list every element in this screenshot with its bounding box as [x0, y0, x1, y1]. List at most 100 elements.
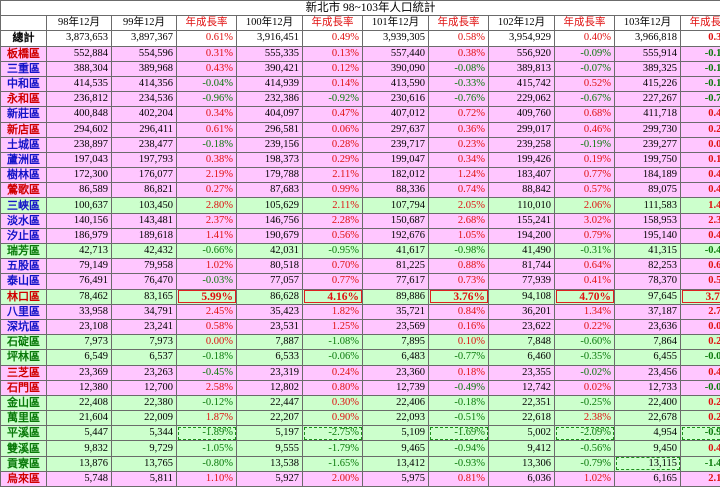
population-value: 3,954,929 [489, 31, 555, 46]
district-name: 淡水區 [1, 213, 47, 228]
five-year-rate: 2.39% [681, 213, 720, 228]
growth-rate: 1.41% [177, 228, 237, 243]
growth-rate: 1.87% [177, 411, 237, 426]
population-value: 194,200 [489, 228, 555, 243]
population-value: 140,156 [47, 213, 112, 228]
district-name: 烏來區 [1, 471, 47, 486]
district-name: 深坑區 [1, 319, 47, 334]
population-value: 192,676 [363, 228, 429, 243]
district-name: 板橋區 [1, 46, 47, 61]
table-title: 新北市 98~103年人口統計 [1, 1, 720, 16]
growth-rate: 0.64% [555, 259, 615, 274]
population-value: 229,062 [489, 92, 555, 107]
growth-rate: 2.00% [303, 471, 363, 486]
population-value: 80,518 [237, 259, 303, 274]
population-value: 22,618 [489, 411, 555, 426]
growth-rate: 0.12% [303, 61, 363, 76]
population-value: 9,729 [112, 441, 177, 456]
population-value: 22,447 [237, 395, 303, 410]
growth-rate: -0.93% [429, 456, 489, 471]
five-year-rate: 0.16% [681, 152, 720, 167]
population-value: 155,241 [489, 213, 555, 228]
growth-rate: 0.49% [303, 31, 363, 46]
population-value: 389,813 [489, 61, 555, 76]
district-name: 瑞芳區 [1, 244, 47, 259]
growth-rate: 3.02% [555, 213, 615, 228]
growth-rate: 0.70% [303, 259, 363, 274]
growth-rate: -0.12% [177, 395, 237, 410]
population-value: 12,733 [615, 380, 681, 395]
population-value: 12,739 [363, 380, 429, 395]
population-value: 78,462 [47, 289, 112, 304]
district-name: 樹林區 [1, 168, 47, 183]
population-value: 172,300 [47, 168, 112, 183]
growth-rate: -0.25% [555, 395, 615, 410]
population-value: 100,637 [47, 198, 112, 213]
growth-rate: 0.38% [429, 46, 489, 61]
population-value: 414,356 [112, 76, 177, 91]
population-value: 94,108 [489, 289, 555, 304]
population-value: 7,864 [615, 335, 681, 350]
population-value: 23,263 [112, 365, 177, 380]
population-value: 79,149 [47, 259, 112, 274]
growth-rate: 0.79% [555, 228, 615, 243]
growth-rate: 0.28% [303, 137, 363, 152]
population-value: 5,975 [363, 471, 429, 486]
population-value: 12,700 [112, 380, 177, 395]
population-value: 6,483 [363, 350, 429, 365]
growth-rate: 0.84% [429, 304, 489, 319]
population-value: 296,411 [112, 122, 177, 137]
population-value: 197,043 [47, 152, 112, 167]
district-name: 總計 [1, 31, 47, 46]
district-name: 泰山區 [1, 274, 47, 289]
population-value: 42,713 [47, 244, 112, 259]
growth-rate: 0.58% [177, 319, 237, 334]
population-value: 86,821 [112, 183, 177, 198]
population-value: 5,109 [363, 426, 429, 441]
population-value: 22,351 [489, 395, 555, 410]
growth-rate: 1.24% [429, 168, 489, 183]
growth-rate: -0.09% [555, 46, 615, 61]
column-header: 年成長率 [429, 16, 489, 31]
population-value: 22,678 [615, 411, 681, 426]
population-value: 9,465 [363, 441, 429, 456]
district-name: 石碇區 [1, 335, 47, 350]
growth-rate: -0.31% [555, 244, 615, 259]
growth-rate: -2.75% [303, 426, 363, 441]
growth-rate: 2.38% [555, 411, 615, 426]
population-value: 22,009 [112, 411, 177, 426]
growth-rate: 1.05% [429, 228, 489, 243]
population-value: 239,258 [489, 137, 555, 152]
five-year-rate: -1.44% [681, 456, 720, 471]
population-value: 198,373 [237, 152, 303, 167]
population-value: 6,537 [112, 350, 177, 365]
population-value: 88,336 [363, 183, 429, 198]
population-value: 190,679 [237, 228, 303, 243]
growth-rate: 0.73% [429, 274, 489, 289]
population-value: 12,380 [47, 380, 112, 395]
five-year-rate: -0.42% [681, 244, 720, 259]
five-year-rate: 2.72% [681, 304, 720, 319]
population-value: 23,241 [112, 319, 177, 334]
district-name: 三峽區 [1, 198, 47, 213]
growth-rate: -0.08% [429, 61, 489, 76]
population-value: 232,386 [237, 92, 303, 107]
population-value: 22,400 [615, 395, 681, 410]
growth-rate: 0.29% [303, 152, 363, 167]
population-value: 390,090 [363, 61, 429, 76]
five-year-rate: 0.01% [681, 137, 720, 152]
district-name: 貢寮區 [1, 456, 47, 471]
population-value: 230,616 [363, 92, 429, 107]
population-value: 76,491 [47, 274, 112, 289]
five-year-rate: 0.49% [681, 183, 720, 198]
district-name: 土城區 [1, 137, 47, 152]
